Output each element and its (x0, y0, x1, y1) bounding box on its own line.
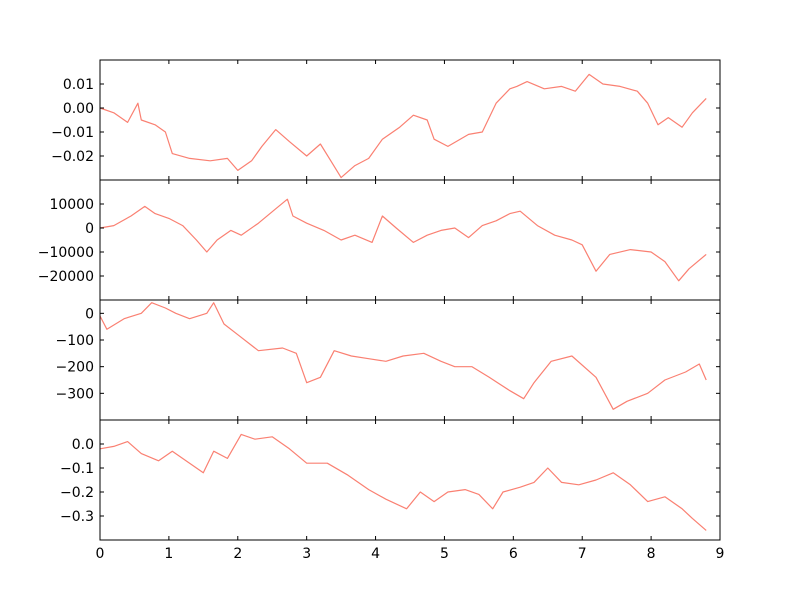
panel-2-ytick-label: −20000 (38, 269, 94, 285)
panel-4-ytick-label: −0.1 (60, 461, 94, 477)
xtick-label: 0 (96, 546, 105, 562)
panel-1-ytick-label: 0.01 (63, 77, 94, 93)
panel-2-series-line (99, 198, 707, 282)
panel-2-ytick-label: 10000 (49, 197, 94, 213)
xtick-label: 2 (233, 546, 242, 562)
panel-4-ytick-label: 0.0 (72, 437, 94, 453)
panel-2: 10000 0 −10000 −20000 (38, 179, 721, 301)
panel-1-ytick-label: −0.02 (51, 149, 94, 165)
panel-3-ytick-label: −200 (56, 360, 94, 376)
xtick-label: 8 (647, 546, 656, 562)
xtick-label: 6 (509, 546, 518, 562)
panel-4: 0.0 −0.1 −0.2 −0.3 (60, 419, 721, 541)
panel-2-ytick-label: 0 (85, 221, 94, 237)
panel-1-ytick-label: 0.00 (63, 101, 94, 117)
panel-3-series-line (99, 302, 707, 410)
panel-4-ytick-label: −0.3 (60, 509, 94, 525)
panel-2-ytick-label: −10000 (38, 245, 94, 261)
xtick-label: 3 (302, 546, 311, 562)
xtick-label: 4 (371, 546, 380, 562)
panel-4-frame (99, 419, 721, 541)
xtick-label: 9 (716, 546, 725, 562)
panel-4-ytick-label: −0.2 (60, 485, 94, 501)
panel-4-series-line (99, 433, 707, 531)
panel-1-ytick-label: −0.01 (51, 125, 94, 141)
panel-3-ytick-label: 0 (85, 306, 94, 322)
xtick-label: 1 (164, 546, 173, 562)
xtick-label: 7 (578, 546, 587, 562)
panel-1-series-line (99, 73, 707, 179)
panel-1-frame (99, 59, 721, 181)
panel-1: 0.01 0.00 −0.01 −0.02 (51, 59, 721, 181)
xtick-label: 5 (440, 546, 449, 562)
panel-3: 0 −100 −200 −300 (56, 299, 721, 421)
panel-3-ytick-label: −300 (56, 386, 94, 402)
panel-3-ytick-label: −100 (56, 333, 94, 349)
